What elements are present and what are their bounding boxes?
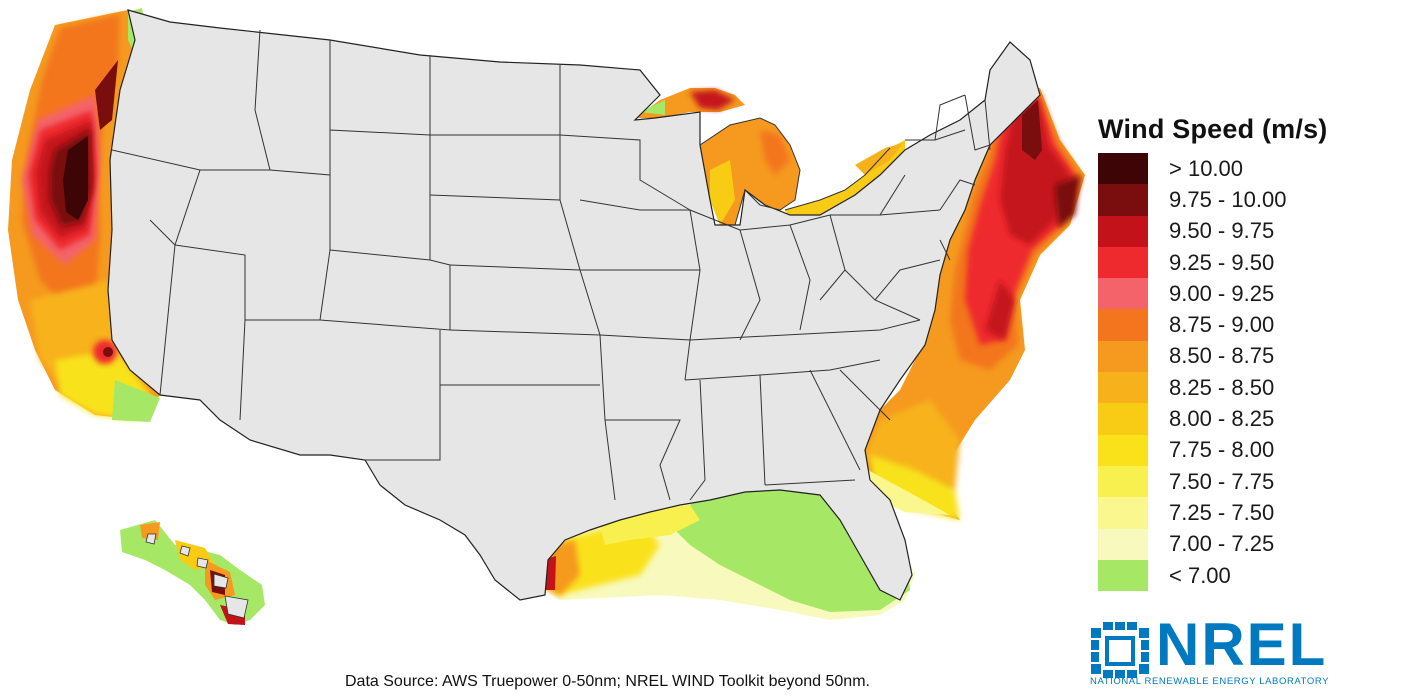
legend-label: 7.00 - 7.25	[1169, 531, 1275, 557]
legend-item: 9.00 - 9.25	[1098, 278, 1418, 310]
legend-label: 8.00 - 8.25	[1169, 406, 1275, 432]
legend-swatch	[1098, 528, 1148, 560]
state-borders	[111, 29, 991, 501]
legend-swatch	[1098, 434, 1148, 466]
legend-item: 8.50 - 8.75	[1098, 340, 1418, 373]
legend-item: 7.75 - 8.00	[1098, 434, 1418, 466]
legend-item: 9.25 - 9.50	[1098, 246, 1418, 279]
legend-swatch	[1098, 309, 1148, 341]
legend-label: 9.00 - 9.25	[1169, 280, 1275, 306]
legend-swatch	[1098, 340, 1148, 373]
legend-items: > 10.00 9.75 - 10.00 9.50 - 9.75 9.25 - 9.5…	[1098, 153, 1418, 592]
data-source-note: Data Source: AWS Truepower 0-50nm; NREL …	[345, 673, 870, 690]
legend-label: 8.25 - 8.50	[1169, 374, 1275, 400]
legend-swatch	[1098, 497, 1148, 529]
legend-item: 8.00 - 8.25	[1098, 403, 1418, 435]
hawaii-wind-zone	[120, 520, 265, 625]
nrel-wordmark: NREL	[1156, 611, 1328, 678]
legend-label: 7.75 - 8.00	[1169, 437, 1275, 463]
great-lakes-wind-zone	[635, 88, 905, 225]
legend-swatch	[1098, 559, 1148, 592]
legend-label: 9.25 - 9.50	[1169, 249, 1275, 275]
legend-swatch	[1098, 278, 1148, 310]
legend-swatch	[1098, 153, 1148, 185]
legend-label: 7.25 - 7.50	[1169, 499, 1275, 525]
legend-item: 7.00 - 7.25	[1098, 528, 1418, 560]
legend-swatch	[1098, 403, 1148, 435]
legend-label: 9.50 - 9.75	[1169, 218, 1275, 244]
legend-item: 7.50 - 7.75	[1098, 465, 1418, 498]
lake-shorelines	[699, 117, 891, 226]
legend-swatch	[1098, 246, 1148, 279]
legend-label: 9.75 - 10.00	[1169, 186, 1287, 212]
legend-item: 9.50 - 9.75	[1098, 215, 1418, 247]
east-coast-wind-zone	[862, 88, 1085, 520]
legend-label: 8.50 - 8.75	[1169, 343, 1275, 369]
legend-label: < 7.00	[1169, 562, 1231, 588]
legend: Wind Speed (m/s) > 10.00 9.75 - 10.00 9.50…	[1098, 114, 1418, 592]
legend-swatch	[1098, 184, 1148, 216]
legend-swatch	[1098, 465, 1148, 498]
continental-us-land	[107, 9, 1041, 601]
legend-label: > 10.00	[1169, 155, 1244, 181]
legend-swatch	[1098, 372, 1148, 404]
legend-item: < 7.00	[1098, 559, 1418, 592]
legend-item: 8.25 - 8.50	[1098, 372, 1418, 404]
legend-item: 7.25 - 7.50	[1098, 497, 1418, 529]
legend-title: Wind Speed (m/s)	[1098, 114, 1328, 144]
nrel-emblem-icon	[1091, 622, 1149, 678]
legend-item: 9.75 - 10.00	[1098, 184, 1418, 216]
legend-label: 7.50 - 7.75	[1169, 468, 1275, 494]
legend-item: > 10.00	[1098, 153, 1418, 185]
nrel-logo	[1091, 622, 1149, 678]
legend-item: 8.75 - 9.00	[1098, 309, 1418, 341]
nrel-subtitle: NATIONAL RENEWABLE ENERGY LABORATORY	[1090, 676, 1330, 687]
legend-swatch	[1098, 215, 1148, 247]
legend-label: 8.75 - 9.00	[1169, 312, 1275, 338]
west-coast-wind-zone	[8, 8, 160, 422]
